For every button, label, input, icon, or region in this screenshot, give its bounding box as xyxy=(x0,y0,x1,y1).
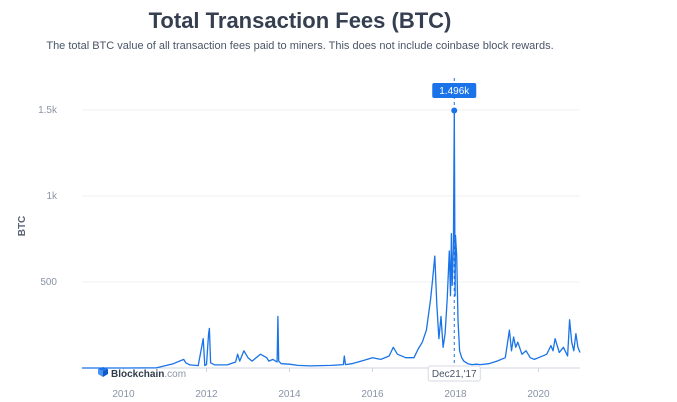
y-tick-label: 1.5k xyxy=(38,105,58,116)
chart-subtitle: The total BTC value of all transaction f… xyxy=(46,40,554,52)
brand-suffix: .com xyxy=(164,369,186,380)
x-tick-label: 2014 xyxy=(278,389,301,400)
highlight-point[interactable] xyxy=(451,107,458,114)
x-tick-label: 2012 xyxy=(195,389,218,400)
x-tick-label: 2016 xyxy=(361,389,384,400)
date-tooltip-box xyxy=(427,365,481,382)
svg-text:Blockchain.com: Blockchain.com xyxy=(111,369,186,380)
brand-logo: Blockchain.com xyxy=(98,367,186,380)
date-tooltip-label: Dec21,'17 xyxy=(432,369,477,380)
chart-title: Total Transaction Fees (BTC) xyxy=(148,8,452,33)
value-tooltip-label: 1.496k xyxy=(439,86,470,97)
x-tick-label: 2020 xyxy=(527,389,550,400)
y-axis-label: BTC xyxy=(17,216,28,237)
x-tick-label: 2010 xyxy=(112,389,135,400)
brand-name: Blockchain xyxy=(111,369,164,380)
x-tick-label: 2018 xyxy=(444,389,467,400)
blockchain-cube-icon xyxy=(98,367,108,377)
series-line xyxy=(82,109,581,369)
y-tick-label: 1k xyxy=(46,191,58,202)
value-tooltip-box xyxy=(432,83,477,98)
y-tick-label: 500 xyxy=(40,277,57,288)
